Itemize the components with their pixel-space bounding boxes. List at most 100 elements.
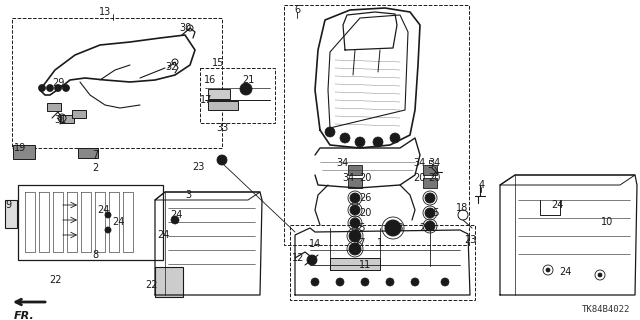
- Circle shape: [386, 278, 394, 286]
- Bar: [78, 148, 98, 158]
- Bar: [200, 68, 275, 123]
- Text: 24: 24: [112, 217, 124, 227]
- Circle shape: [361, 278, 369, 286]
- Circle shape: [325, 127, 335, 137]
- Circle shape: [105, 227, 111, 233]
- Text: 33: 33: [216, 123, 228, 133]
- Text: 21: 21: [242, 75, 254, 85]
- Text: 8: 8: [92, 250, 98, 260]
- Text: 26: 26: [359, 193, 371, 203]
- Text: 24: 24: [170, 210, 182, 220]
- Bar: [47, 103, 61, 111]
- Bar: [60, 115, 74, 123]
- Bar: [12, 18, 222, 148]
- Text: 28: 28: [391, 223, 403, 233]
- Bar: [330, 258, 380, 270]
- Text: 6: 6: [294, 5, 300, 15]
- Text: 20: 20: [359, 208, 371, 218]
- Text: 23: 23: [464, 235, 476, 245]
- Text: 20: 20: [428, 173, 440, 183]
- Circle shape: [350, 205, 360, 215]
- Bar: [208, 89, 230, 99]
- Circle shape: [63, 84, 70, 92]
- Text: 25: 25: [354, 223, 366, 233]
- Text: 10: 10: [601, 217, 613, 227]
- Text: 18: 18: [456, 203, 468, 213]
- Bar: [348, 165, 362, 175]
- Circle shape: [425, 221, 435, 231]
- Circle shape: [307, 255, 317, 265]
- Text: 27: 27: [419, 223, 431, 233]
- Circle shape: [240, 83, 252, 95]
- Text: 13: 13: [99, 7, 111, 17]
- Text: 22: 22: [49, 275, 61, 285]
- Circle shape: [425, 193, 435, 203]
- Circle shape: [441, 278, 449, 286]
- Circle shape: [355, 137, 365, 147]
- Circle shape: [350, 193, 360, 203]
- Circle shape: [105, 212, 111, 218]
- Text: TK84B4022: TK84B4022: [582, 305, 630, 314]
- Circle shape: [385, 220, 401, 236]
- Text: 31: 31: [54, 115, 66, 125]
- Circle shape: [336, 278, 344, 286]
- Text: 24: 24: [157, 230, 169, 240]
- Bar: [72, 110, 86, 118]
- Bar: [348, 178, 362, 188]
- Circle shape: [171, 216, 179, 224]
- Bar: [155, 267, 183, 297]
- Circle shape: [373, 137, 383, 147]
- Bar: [423, 165, 437, 175]
- Text: 12: 12: [292, 253, 304, 263]
- Text: 4: 4: [479, 180, 485, 190]
- Circle shape: [340, 133, 350, 143]
- Text: 19: 19: [14, 143, 26, 153]
- Text: 25: 25: [428, 208, 440, 218]
- Circle shape: [350, 218, 360, 228]
- Text: 14: 14: [309, 239, 321, 249]
- Circle shape: [390, 133, 400, 143]
- Text: 34: 34: [428, 158, 440, 168]
- Text: 34: 34: [413, 158, 425, 168]
- Text: 2: 2: [92, 163, 98, 173]
- Text: 20: 20: [359, 173, 371, 183]
- Text: 20: 20: [413, 173, 425, 183]
- Bar: [18, 185, 163, 260]
- Circle shape: [38, 84, 45, 92]
- Text: 15: 15: [212, 58, 224, 68]
- Circle shape: [217, 155, 227, 165]
- Text: 29: 29: [52, 78, 64, 88]
- Text: 34: 34: [336, 158, 348, 168]
- Circle shape: [598, 273, 602, 277]
- Text: 17: 17: [200, 95, 212, 105]
- Circle shape: [425, 208, 435, 218]
- Bar: [5, 200, 17, 228]
- Text: 11: 11: [359, 260, 371, 270]
- Text: 1: 1: [377, 238, 383, 248]
- Text: 5: 5: [427, 160, 433, 170]
- Text: 7: 7: [92, 150, 98, 160]
- Circle shape: [311, 278, 319, 286]
- Circle shape: [349, 243, 361, 255]
- Bar: [13, 145, 35, 159]
- Text: 30: 30: [179, 23, 191, 33]
- Circle shape: [411, 278, 419, 286]
- Bar: [208, 101, 238, 110]
- Circle shape: [349, 230, 361, 242]
- Text: 34: 34: [342, 173, 354, 183]
- Bar: [290, 225, 475, 300]
- Circle shape: [546, 268, 550, 272]
- Text: 9: 9: [5, 200, 11, 210]
- Text: 32: 32: [166, 62, 178, 72]
- Bar: [423, 178, 437, 188]
- Bar: [284, 5, 469, 245]
- Text: 24: 24: [551, 200, 563, 210]
- Text: 24: 24: [559, 267, 571, 277]
- Text: 27: 27: [354, 238, 366, 248]
- Text: FR.: FR.: [14, 311, 35, 320]
- Text: 3: 3: [185, 190, 191, 200]
- Text: 24: 24: [97, 205, 109, 215]
- Text: 23: 23: [192, 162, 204, 172]
- Circle shape: [54, 84, 61, 92]
- Circle shape: [47, 84, 54, 92]
